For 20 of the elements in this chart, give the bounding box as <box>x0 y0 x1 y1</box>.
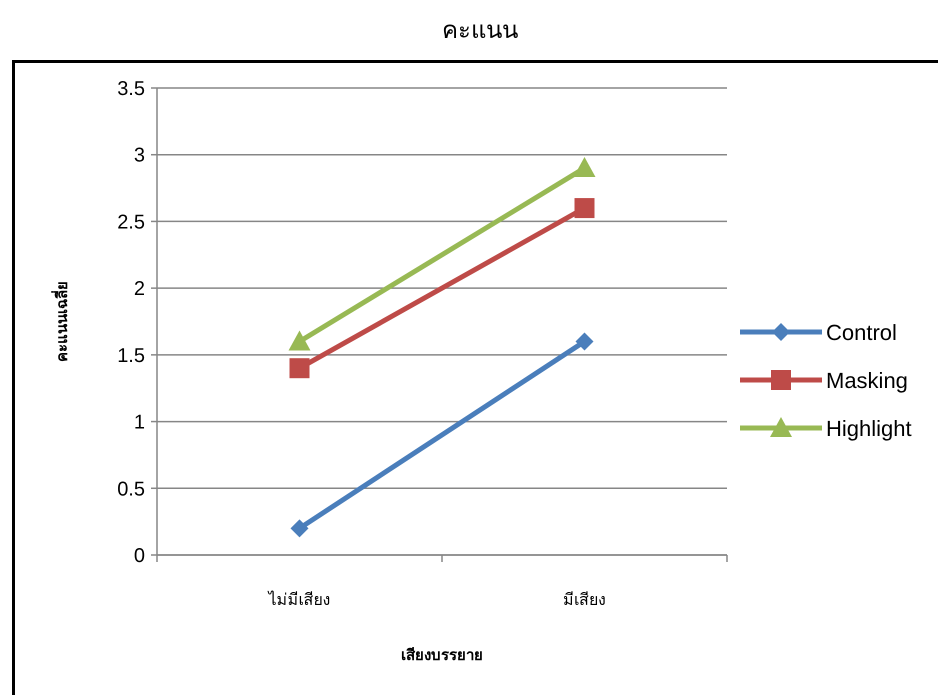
y-axis-title: คะแนนเฉลี่ย <box>51 281 71 362</box>
x-axis-title: เสียงบรรยาย <box>401 646 483 664</box>
y-tick-label: 0 <box>134 545 145 567</box>
chart-title: คะแนน <box>442 16 518 44</box>
y-tick-label: 2 <box>134 278 145 300</box>
y-tick-label: 3 <box>134 144 145 167</box>
legend-label: Control <box>826 320 897 345</box>
x-tick-label: ไม่มีเสียง <box>266 590 330 609</box>
point <box>574 198 594 218</box>
legend-label: Masking <box>826 368 908 393</box>
y-tick-label: 1 <box>134 412 145 434</box>
y-tick-label: 3.5 <box>117 78 145 100</box>
y-tick-label: 2.5 <box>117 211 145 234</box>
y-tick-label: 0.5 <box>117 478 145 500</box>
point <box>290 358 310 378</box>
legend-label: Highlight <box>826 416 912 441</box>
point <box>576 332 594 351</box>
point <box>290 519 308 538</box>
x-tick-label: มีเสียง <box>563 590 606 609</box>
y-tick-label: 1.5 <box>117 344 145 367</box>
